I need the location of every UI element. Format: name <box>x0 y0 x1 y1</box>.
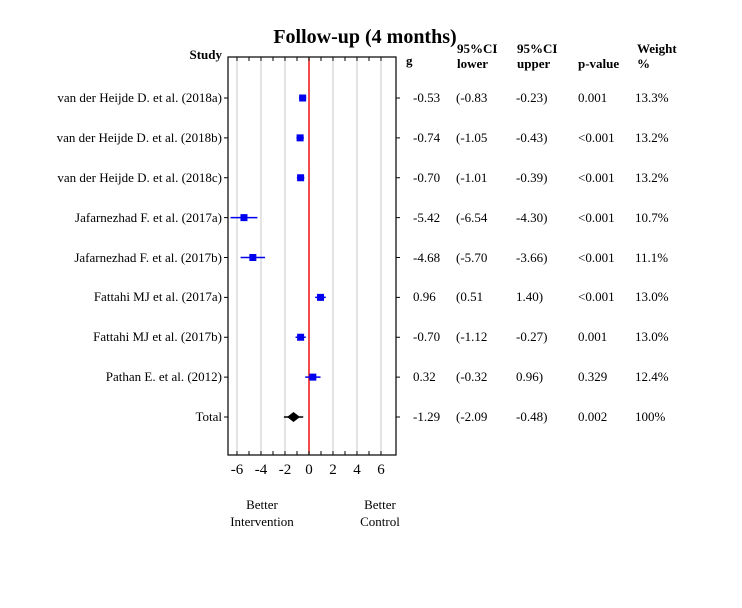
study-label: Total <box>195 409 222 424</box>
ci-upper-value: -4.30) <box>516 209 548 225</box>
weight-value: 13.0% <box>635 289 669 305</box>
ci-lower-value: (-2.09 <box>456 409 488 424</box>
column-header-weight: Weight % <box>637 41 677 71</box>
weight-value: 13.3% <box>635 90 669 105</box>
weight-value: 13.0% <box>635 329 669 345</box>
g-value: 0.96 <box>413 289 436 305</box>
ci-lower-value: (-6.54 <box>456 209 488 225</box>
ci-upper-value: 0.96) <box>516 369 544 385</box>
p-value: 0.329 <box>578 369 608 385</box>
study-label: Jafarnezhad F. et al. (2017a) <box>75 209 222 225</box>
weight-value: 13.2% <box>635 129 669 145</box>
g-value: 0.32 <box>413 369 436 385</box>
g-value: -0.70 <box>413 169 441 185</box>
p-value: <0.001 <box>578 169 615 185</box>
g-value: -0.70 <box>413 329 441 345</box>
column-header-g: g <box>406 53 413 68</box>
effect-marker <box>299 94 307 102</box>
x-axis-tick-label: -2 <box>278 462 292 478</box>
weight-value: 13.2% <box>635 169 669 185</box>
g-value: -0.74 <box>413 129 441 145</box>
ci-lower-value: (0.51 <box>456 289 484 305</box>
x-axis-tick-label: -6 <box>230 462 244 478</box>
weight-value: 10.7% <box>635 209 669 225</box>
weight-value: 100% <box>635 409 666 424</box>
effect-marker <box>249 254 257 261</box>
x-axis-tick-label: -4 <box>254 462 268 478</box>
study-label: van der Heijde D. et al. (2018b) <box>56 129 222 145</box>
ci-lower-value: (-0.32 <box>456 369 488 385</box>
p-value: <0.001 <box>578 209 615 225</box>
total-diamond-marker <box>287 412 301 422</box>
column-header-ci-lower: 95%CI lower <box>457 41 498 71</box>
study-label: Jafarnezhad F. et al. (2017b) <box>74 249 222 265</box>
study-label: Fattahi MJ et al. (2017a) <box>93 289 222 305</box>
column-header-ci-upper: 95%CI upper <box>517 41 558 71</box>
study-label: van der Heijde D. et al. (2018c) <box>57 169 222 185</box>
weight-value: 12.4% <box>635 369 669 385</box>
weight-value: 11.1% <box>635 249 669 265</box>
p-value: 0.001 <box>578 329 608 345</box>
g-value: -5.42 <box>413 209 441 225</box>
effect-marker <box>297 333 305 341</box>
g-value: -0.53 <box>413 90 441 105</box>
effect-marker <box>297 174 305 182</box>
column-header-study: Study <box>189 47 222 62</box>
ci-lower-value: (-5.70 <box>456 249 488 265</box>
ci-upper-value: -0.43) <box>516 129 548 145</box>
p-value: <0.001 <box>578 289 615 305</box>
axis-note-better-intervention: Better Intervention <box>230 497 294 529</box>
p-value: <0.001 <box>578 249 615 265</box>
study-label: van der Heijde D. et al. (2018a) <box>57 90 222 105</box>
x-axis-tick-label: 0 <box>305 462 313 478</box>
effect-marker <box>317 293 325 301</box>
ci-upper-value: -0.39) <box>516 169 548 185</box>
ci-upper-value: -0.48) <box>516 409 548 424</box>
p-value: 0.001 <box>578 90 608 105</box>
chart-title: Follow-up (4 months) <box>273 26 457 48</box>
p-value: <0.001 <box>578 129 615 145</box>
ci-upper-value: -3.66) <box>516 249 548 265</box>
study-label: Fattahi MJ et al. (2017b) <box>93 329 222 345</box>
plot-frame <box>227 56 397 456</box>
effect-marker <box>296 134 304 142</box>
ci-lower-value: (-1.12 <box>456 329 488 345</box>
g-value: -1.29 <box>413 409 441 424</box>
axis-note-better-control: Better Control <box>360 497 400 529</box>
x-axis-tick-label: 2 <box>329 462 337 478</box>
effect-marker <box>309 373 317 381</box>
g-value: -4.68 <box>413 249 441 265</box>
study-label: Pathan E. et al. (2012) <box>105 369 222 385</box>
effect-marker <box>240 214 248 222</box>
column-header-p-value: p-value <box>578 56 620 71</box>
ci-upper-value: -0.23) <box>516 90 548 105</box>
x-axis-tick-label: 4 <box>353 462 361 478</box>
ci-lower-value: (-0.83 <box>456 90 488 105</box>
ci-lower-value: (-1.01 <box>456 169 488 185</box>
ci-upper-value: 1.40) <box>516 289 544 305</box>
ci-lower-value: (-1.05 <box>456 129 488 145</box>
p-value: 0.002 <box>578 409 608 424</box>
ci-upper-value: -0.27) <box>516 329 548 345</box>
x-axis-tick-label: 6 <box>377 462 385 478</box>
